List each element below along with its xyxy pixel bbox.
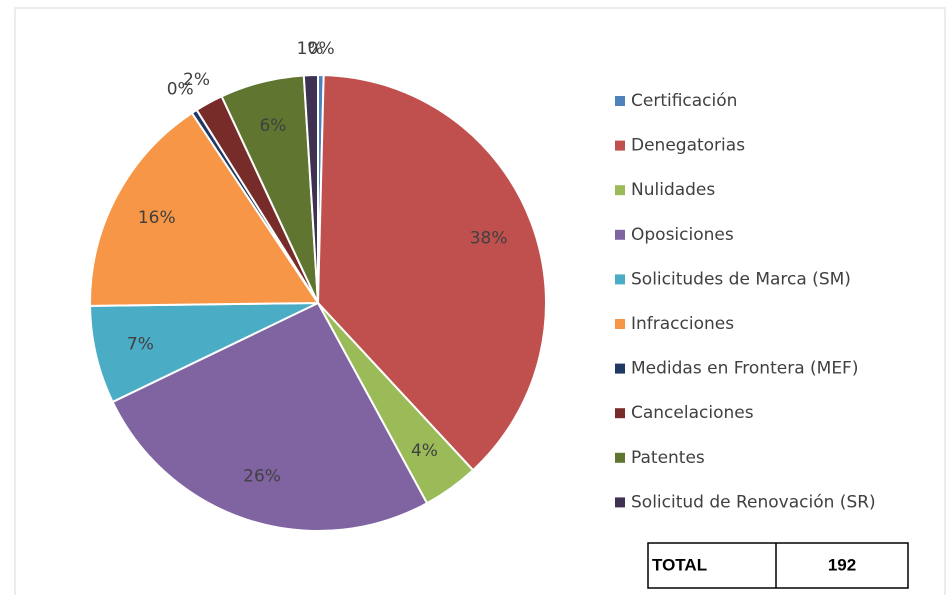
legend-swatch	[615, 363, 625, 374]
legend-swatch	[615, 96, 625, 106]
pie-slice	[302, 73, 319, 304]
legend-label: Solicitudes de Marca (SM)	[631, 269, 851, 289]
table-border	[647, 542, 909, 589]
legend-swatch	[615, 319, 625, 329]
legend-swatch	[615, 274, 625, 285]
legend-swatch	[615, 452, 625, 463]
legend-label: Cancelaciones	[631, 403, 754, 423]
total-value: 192	[828, 555, 856, 574]
legend-label: Patentes	[631, 448, 705, 468]
data-label: 0%	[167, 80, 194, 100]
pie-slice	[111, 301, 429, 532]
data-label: 7%	[127, 335, 154, 355]
data-label: 6%	[259, 116, 286, 136]
legend-swatch	[615, 229, 625, 240]
total-label: TOTAL	[652, 555, 707, 574]
legend-swatch	[615, 408, 625, 419]
legend-swatch	[615, 140, 625, 151]
legend-label: Certificación	[631, 91, 737, 111]
legend-label: Nulidades	[631, 180, 715, 200]
data-label: 16%	[138, 208, 176, 228]
legend-swatch	[615, 185, 625, 196]
data-label: 38%	[470, 228, 508, 248]
total-table: TOTAL 192	[647, 542, 909, 589]
pie-slice	[316, 74, 547, 472]
legend-label: Oposiciones	[631, 225, 734, 245]
pie-slice	[89, 111, 320, 307]
legend-label: Solicitud de Renovación (SR)	[631, 492, 876, 512]
legend-label: Medidas en Frontera (MEF)	[631, 359, 858, 379]
data-label: 0%	[308, 39, 335, 59]
legend-label: Denegatorias	[631, 136, 745, 156]
legend-swatch	[615, 497, 625, 508]
data-label: 4%	[411, 441, 438, 461]
data-label: 1%	[297, 39, 324, 59]
legend-label: Infracciones	[631, 314, 734, 334]
chart-frame	[14, 7, 946, 595]
data-label: 2%	[183, 70, 210, 90]
data-label: 26%	[243, 467, 281, 487]
